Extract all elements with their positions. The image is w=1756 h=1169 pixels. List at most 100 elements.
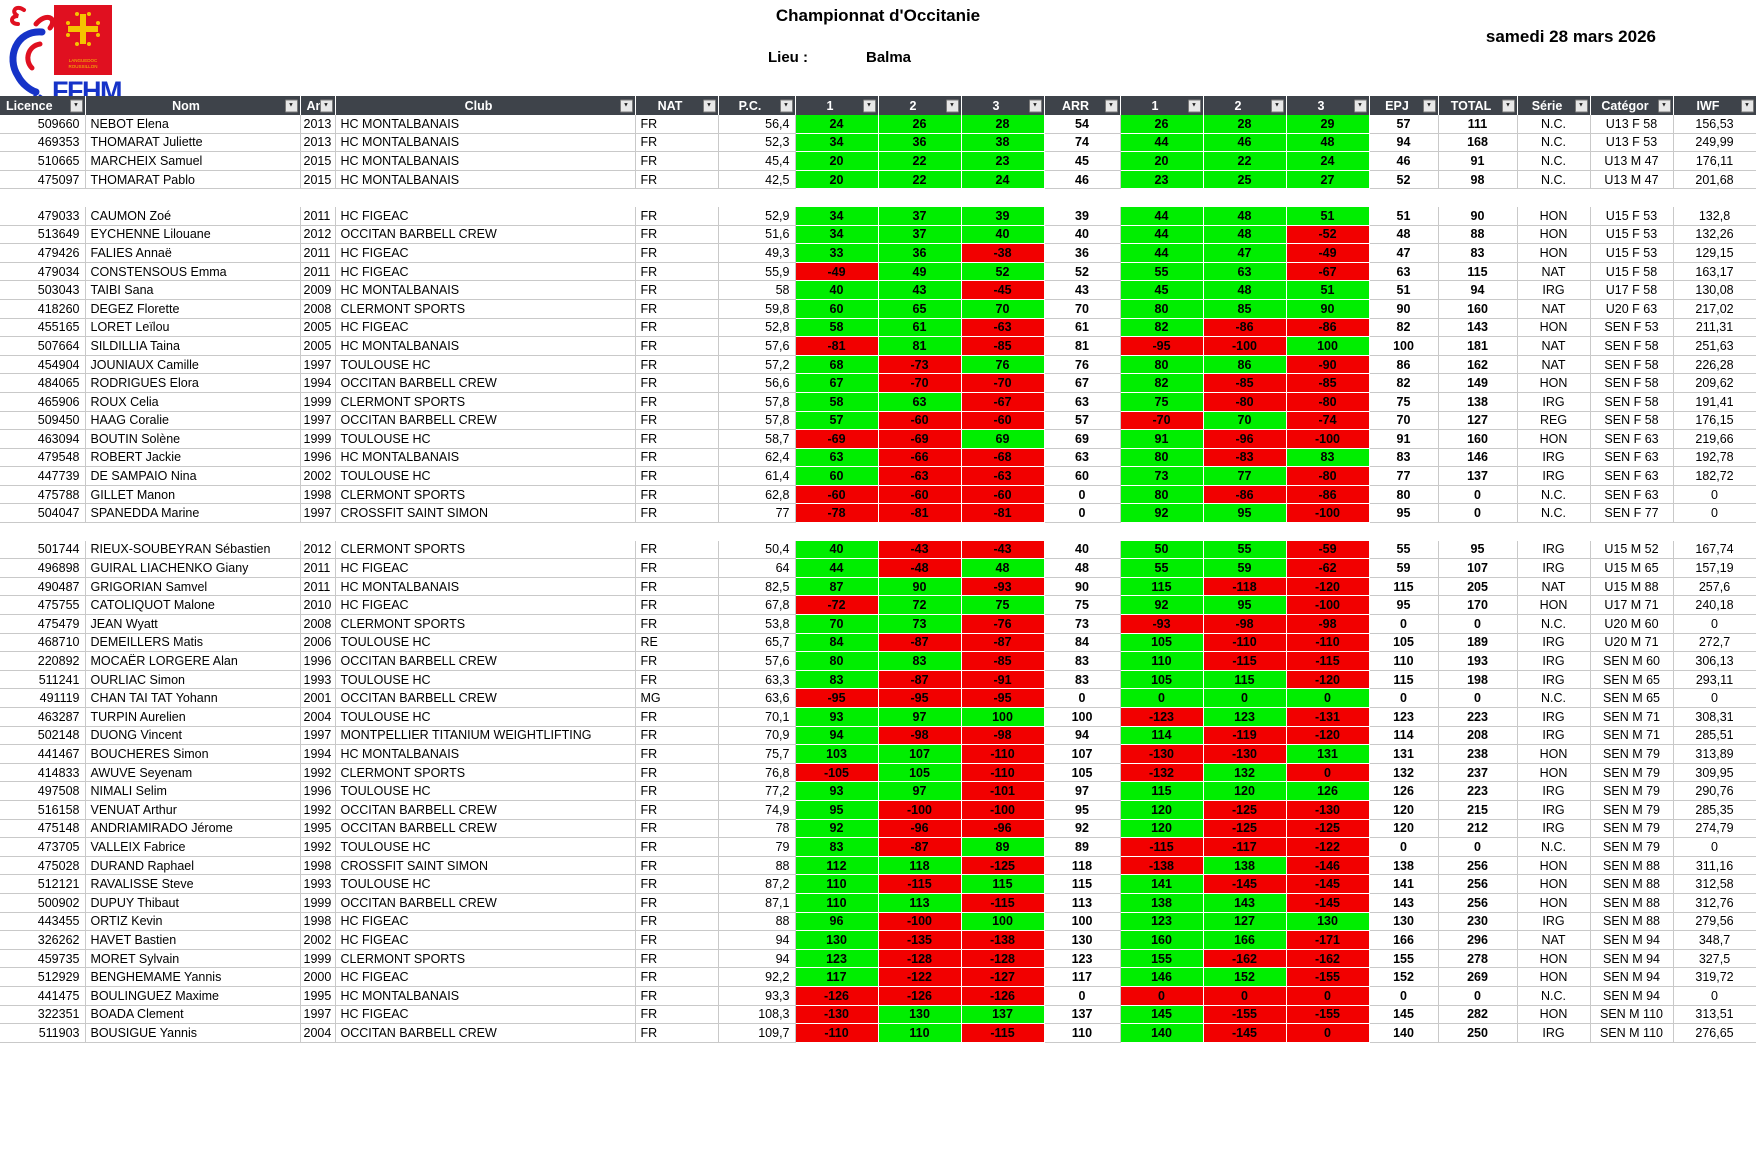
cell-cleanjerk-2[interactable]: -86 xyxy=(1203,318,1287,338)
cell-snatch-3[interactable]: -60 xyxy=(961,411,1045,431)
cell-snatch-2[interactable]: -100 xyxy=(878,912,962,932)
cell-cleanjerk-1[interactable]: 82 xyxy=(1120,318,1204,338)
arr-filter-button[interactable]: ▼ xyxy=(1104,99,1118,112)
cell-licence[interactable]: 479033 xyxy=(0,206,86,226)
cell-club[interactable]: TOULOUSE HC xyxy=(335,355,636,375)
cell-cleanjerk-2[interactable]: -125 xyxy=(1203,800,1287,820)
cell-licence[interactable]: 511241 xyxy=(0,670,86,690)
cell-cleanjerk-3[interactable]: -155 xyxy=(1286,1005,1370,1025)
cell-licence[interactable]: 473705 xyxy=(0,837,86,857)
cell-cleanjerk-2[interactable]: 0 xyxy=(1203,986,1287,1006)
sn1-filter-button[interactable]: ▼ xyxy=(862,99,876,112)
cell-licence[interactable]: 418260 xyxy=(0,299,86,319)
cell-cleanjerk-2[interactable]: -145 xyxy=(1203,874,1287,894)
cell-nom[interactable]: NIMALI Selim xyxy=(85,781,301,801)
cell-licence[interactable]: 479548 xyxy=(0,448,86,468)
cell-snatch-1[interactable]: 20 xyxy=(795,170,879,190)
cell-snatch-2[interactable]: -126 xyxy=(878,986,962,1006)
cell-cleanjerk-3[interactable]: -49 xyxy=(1286,243,1370,263)
cell-snatch-3[interactable]: -126 xyxy=(961,986,1045,1006)
cell-total[interactable]: 215 xyxy=(1438,800,1518,820)
cell-nat[interactable]: FR xyxy=(635,151,719,171)
cell-club[interactable]: HC FIGEAC xyxy=(335,243,636,263)
cell-cleanjerk-3[interactable]: -122 xyxy=(1286,837,1370,857)
cell-cleanjerk-1[interactable]: 45 xyxy=(1120,280,1204,300)
cell-club[interactable]: HC FIGEAC xyxy=(335,558,636,578)
cell-nom[interactable]: NEBOT Elena xyxy=(85,115,301,134)
cell-snatch-2[interactable]: 61 xyxy=(878,318,962,338)
cell-licence[interactable]: 504047 xyxy=(0,503,86,524)
cell-snatch-2[interactable]: 107 xyxy=(878,744,962,764)
cell-categorie[interactable]: SEN F 63 xyxy=(1590,429,1674,449)
cell-total[interactable]: 212 xyxy=(1438,819,1518,839)
cell-total[interactable]: 256 xyxy=(1438,856,1518,876)
cell-snatch-1[interactable]: 110 xyxy=(795,893,879,913)
cell-snatch-1[interactable]: 96 xyxy=(795,912,879,932)
cell-snatch-3[interactable]: 23 xyxy=(961,151,1045,171)
cell-iwf[interactable]: 306,13 xyxy=(1673,651,1756,671)
cell-nat[interactable]: FR xyxy=(635,967,719,987)
cell-cleanjerk-2[interactable]: 115 xyxy=(1203,670,1287,690)
cell-an[interactable]: 1994 xyxy=(300,744,336,764)
cell-snatch-1[interactable]: -72 xyxy=(795,595,879,616)
cell-pc[interactable]: 51,6 xyxy=(718,225,796,245)
cell-categorie[interactable]: SEN M 79 xyxy=(1590,800,1674,820)
cell-nom[interactable]: JEAN Wyatt xyxy=(85,614,301,634)
iwf-filter-button[interactable]: ▼ xyxy=(1740,99,1754,112)
cell-cleanjerk-2[interactable]: 47 xyxy=(1203,243,1287,263)
cell-iwf[interactable]: 251,63 xyxy=(1673,336,1756,356)
cell-an[interactable]: 2013 xyxy=(300,115,336,134)
cell-snatch-1[interactable]: 68 xyxy=(795,355,879,375)
cell-pc[interactable]: 58 xyxy=(718,280,796,300)
cell-licence[interactable]: 454904 xyxy=(0,355,86,375)
cell-an[interactable]: 1993 xyxy=(300,670,336,690)
cell-epj[interactable]: 120 xyxy=(1369,800,1439,820)
nat-filter-button[interactable]: ▼ xyxy=(702,99,716,112)
cell-nom[interactable]: DUPUY Thibaut xyxy=(85,893,301,913)
cell-total[interactable]: 170 xyxy=(1438,595,1518,616)
cell-snatch-1[interactable]: -126 xyxy=(795,986,879,1006)
cell-categorie[interactable]: U17 F 58 xyxy=(1590,280,1674,300)
cell-arr[interactable]: 36 xyxy=(1044,243,1121,263)
cell-serie[interactable]: HON xyxy=(1517,893,1591,913)
cell-cleanjerk-1[interactable]: -130 xyxy=(1120,744,1204,764)
cell-epj[interactable]: 120 xyxy=(1369,819,1439,839)
cell-an[interactable]: 2010 xyxy=(300,595,336,616)
cell-nat[interactable]: FR xyxy=(635,355,719,375)
cell-nom[interactable]: TAIBI Sana xyxy=(85,280,301,300)
cell-cleanjerk-1[interactable]: -132 xyxy=(1120,763,1204,783)
cell-snatch-1[interactable]: -105 xyxy=(795,763,879,783)
cell-total[interactable]: 256 xyxy=(1438,893,1518,913)
cell-cleanjerk-1[interactable]: 0 xyxy=(1120,986,1204,1006)
cell-an[interactable]: 2009 xyxy=(300,280,336,300)
cell-an[interactable]: 1999 xyxy=(300,893,336,913)
cell-nom[interactable]: BENGHEMAME Yannis xyxy=(85,967,301,987)
cell-snatch-3[interactable]: 38 xyxy=(961,133,1045,153)
cell-snatch-1[interactable]: 20 xyxy=(795,151,879,171)
cell-snatch-1[interactable]: -110 xyxy=(795,1023,879,1043)
cell-total[interactable]: 208 xyxy=(1438,726,1518,746)
cell-licence[interactable]: 503043 xyxy=(0,280,86,300)
cell-club[interactable]: HC MONTALBANAIS xyxy=(335,115,636,134)
cell-cleanjerk-1[interactable]: -123 xyxy=(1120,707,1204,727)
cell-iwf[interactable]: 217,02 xyxy=(1673,299,1756,319)
cell-cleanjerk-2[interactable]: -85 xyxy=(1203,373,1287,393)
cell-pc[interactable]: 63,3 xyxy=(718,670,796,690)
cell-club[interactable]: TOULOUSE HC xyxy=(335,837,636,857)
cell-epj[interactable]: 0 xyxy=(1369,986,1439,1006)
cell-snatch-1[interactable]: 33 xyxy=(795,243,879,263)
cell-categorie[interactable]: SEN F 58 xyxy=(1590,411,1674,431)
cell-categorie[interactable]: SEN F 58 xyxy=(1590,392,1674,412)
cell-snatch-3[interactable]: -115 xyxy=(961,1023,1045,1043)
cell-cleanjerk-1[interactable]: 91 xyxy=(1120,429,1204,449)
cell-total[interactable]: 223 xyxy=(1438,781,1518,801)
cell-arr[interactable]: 60 xyxy=(1044,466,1121,486)
cell-total[interactable]: 0 xyxy=(1438,485,1518,505)
cell-serie[interactable]: HON xyxy=(1517,856,1591,876)
cell-snatch-2[interactable]: 22 xyxy=(878,170,962,190)
cell-an[interactable]: 2011 xyxy=(300,577,336,597)
cell-cleanjerk-3[interactable]: -130 xyxy=(1286,800,1370,820)
cell-licence[interactable]: 414833 xyxy=(0,763,86,783)
cell-categorie[interactable]: SEN M 88 xyxy=(1590,893,1674,913)
cell-serie[interactable]: REG xyxy=(1517,411,1591,431)
